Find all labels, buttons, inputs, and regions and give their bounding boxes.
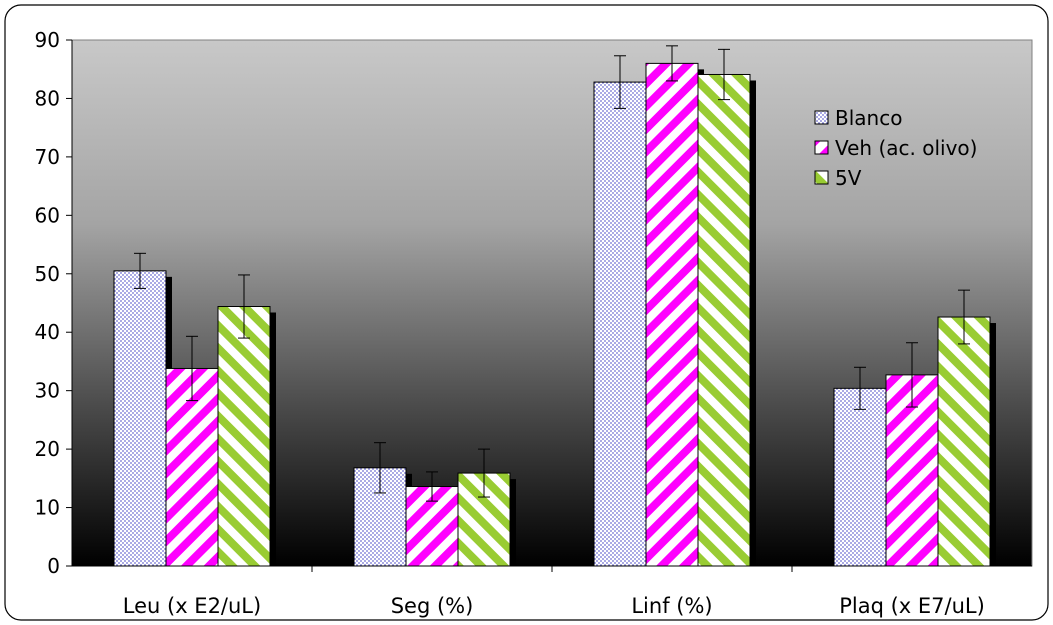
bar-2-3 [937, 316, 991, 567]
y-tick-label: 10 [35, 496, 60, 520]
x-category-label: Plaq (x E7/uL) [839, 594, 985, 618]
bar-0-0 [113, 270, 167, 567]
y-tick-label: 60 [35, 203, 60, 227]
bar-1-2 [645, 62, 699, 567]
y-axis: 0 10 20 30 40 50 60 70 80 90 [35, 28, 1032, 578]
legend-label: Veh (ac. olivo) [835, 136, 977, 160]
x-category-label: Seg (%) [391, 594, 474, 618]
y-tick-label: 50 [35, 262, 60, 286]
bar-2-0 [217, 306, 271, 567]
error-bars [134, 45, 970, 502]
legend-label: 5V [835, 166, 862, 190]
bar-0-2 [593, 81, 647, 567]
y-tick-label: 40 [35, 320, 60, 344]
y-tick-label: 0 [47, 554, 60, 578]
bar-0-3 [833, 387, 887, 567]
y-tick-label: 20 [35, 437, 60, 461]
legend-swatch [814, 140, 829, 155]
legend-swatch [814, 170, 829, 185]
y-tick-label: 80 [35, 86, 60, 110]
legend-label: Blanco [835, 106, 902, 130]
bar-2-2 [697, 73, 751, 567]
legend: Blanco Veh (ac. olivo) 5V [814, 106, 977, 190]
bars [113, 62, 996, 567]
legend-swatch [814, 110, 829, 125]
x-axis-labels: Leu (x E2/uL) Seg (%) Linf (%) Plaq (x E7/u… [123, 594, 985, 618]
x-category-label: Leu (x E2/uL) [123, 594, 261, 618]
y-tick-label: 90 [35, 28, 60, 52]
bar-1-0 [165, 367, 219, 567]
y-tick-label: 30 [35, 379, 60, 403]
y-tick-label: 70 [35, 145, 60, 169]
x-category-label: Linf (%) [631, 594, 712, 618]
